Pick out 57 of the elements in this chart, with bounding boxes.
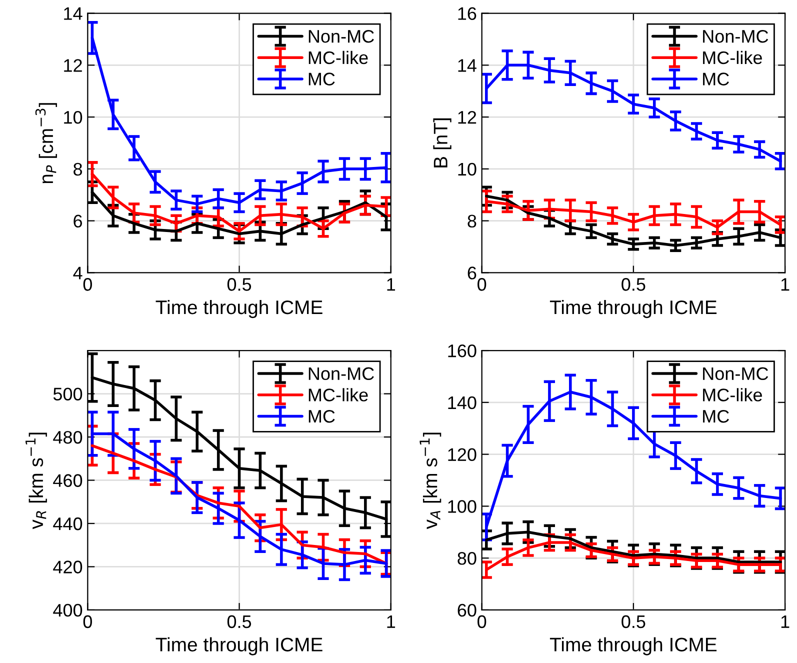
y-tick-label: 6 <box>468 266 476 280</box>
x-tick-label: 1 <box>387 278 396 291</box>
legend-label: Non-MC <box>308 367 374 380</box>
y-tick-label: 420 <box>53 560 82 574</box>
y-tick-label: 6 <box>74 214 82 228</box>
y-tick-label: 120 <box>448 448 476 462</box>
y-tick-label: 8 <box>74 162 82 176</box>
line-series <box>484 194 782 247</box>
y-tick-label: 460 <box>53 474 82 487</box>
y-tick-label: 16 <box>458 7 476 20</box>
x-tick-label: 1 <box>781 615 790 628</box>
y-axis-title: v$_{A}$ [km s$^{−1}$] <box>420 432 442 530</box>
y-tick-label: 160 <box>448 344 476 358</box>
x-axis-title: Time through ICME <box>156 300 322 318</box>
y-tick-label: 60 <box>458 604 476 617</box>
y-tick-label: 440 <box>53 517 82 530</box>
y-tick-label: 500 <box>53 388 82 400</box>
x-tick-label: 0 <box>478 278 486 291</box>
y-tick-label: 10 <box>458 162 476 176</box>
y-tick-label: 140 <box>448 396 476 410</box>
y-tick-label: 8 <box>468 214 476 228</box>
legend-label: Non-MC <box>703 30 768 43</box>
y-tick-label: 10 <box>64 110 82 124</box>
legend-label: MC-like <box>703 388 762 402</box>
x-tick-label: 0.5 <box>622 278 646 291</box>
legend-label: MC <box>703 410 729 423</box>
x-tick-label: 0.5 <box>227 278 252 291</box>
legend-label: MC-like <box>308 50 368 64</box>
y-axis-title: n$_{P}$ [cm$^{−3}$] <box>35 103 57 184</box>
y-axis-title: v$_{R}$ [km s$^{−1}$] <box>26 432 47 530</box>
legend-label: MC-like <box>308 388 368 402</box>
y-axis-title: B [nT] <box>433 118 452 168</box>
x-axis-title: Time through ICME <box>550 637 717 656</box>
y-tick-label: 400 <box>53 604 82 617</box>
y-tick-label: 100 <box>448 500 476 513</box>
legend-label: MC-like <box>703 50 762 64</box>
legend-label: Non-MC <box>308 30 374 43</box>
x-tick-label: 0 <box>83 278 92 291</box>
legend-label: MC <box>308 72 335 86</box>
x-tick-label: 0 <box>83 615 92 628</box>
x-axis-title: Time through ICME <box>156 637 322 656</box>
y-tick-label: 80 <box>458 552 476 565</box>
legend-label: MC <box>308 410 335 423</box>
x-tick-label: 1 <box>781 278 790 291</box>
y-tick-label: 12 <box>64 59 82 72</box>
legend-label: MC <box>703 72 729 86</box>
x-tick-label: 0.5 <box>622 615 646 628</box>
y-tick-label: 480 <box>53 430 82 444</box>
x-axis-title: Time through ICME <box>550 300 717 318</box>
x-tick-label: 0.5 <box>227 615 252 628</box>
legend-label: Non-MC <box>703 367 768 380</box>
y-tick-label: 14 <box>64 7 82 20</box>
x-tick-label: 0 <box>478 615 486 628</box>
x-tick-label: 1 <box>387 615 396 628</box>
y-tick-label: 12 <box>458 110 476 124</box>
y-tick-label: 4 <box>73 266 82 280</box>
y-tick-label: 14 <box>458 59 476 72</box>
